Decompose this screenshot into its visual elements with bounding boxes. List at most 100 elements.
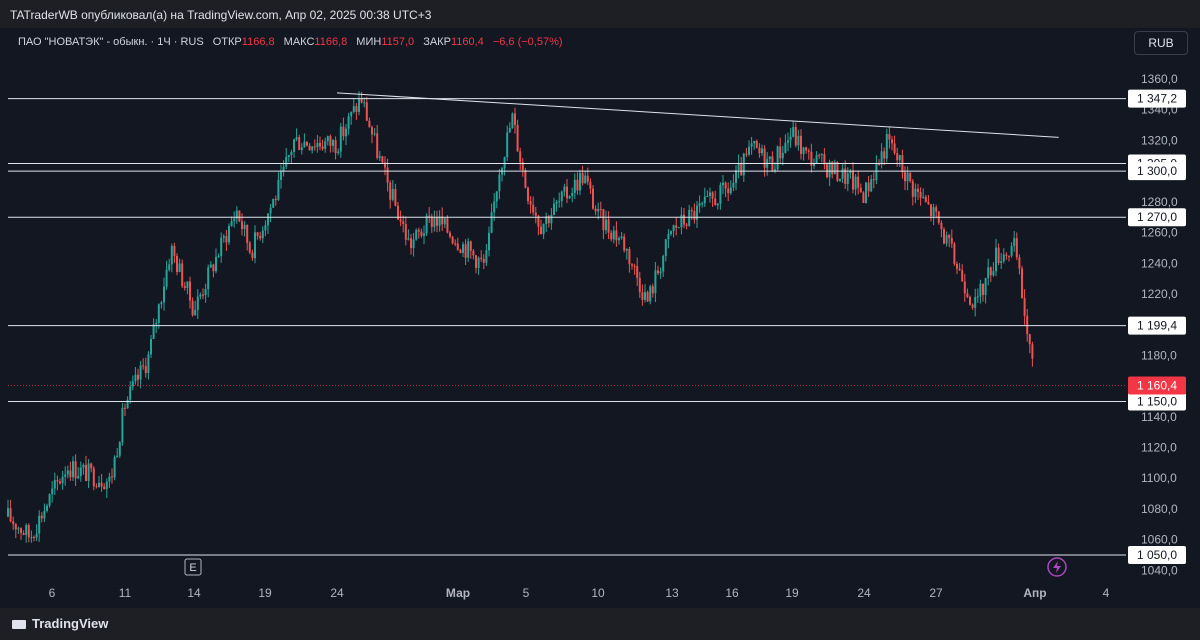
candle-body [592, 188, 594, 209]
candle-body [1005, 254, 1008, 256]
candle-body [1031, 344, 1034, 359]
candle-body [417, 229, 420, 232]
candle-body [277, 179, 280, 200]
candle-body [373, 133, 376, 135]
candle-body [628, 249, 631, 265]
candle-body [40, 515, 43, 519]
candle-body [579, 173, 581, 191]
candle-body [142, 365, 145, 367]
y-tick-label: 1240,0 [1141, 256, 1178, 270]
candle-body [181, 263, 184, 287]
candle-body [1013, 238, 1016, 246]
candle-body [1023, 298, 1026, 316]
candle-body [566, 186, 568, 199]
candle-body [324, 141, 327, 149]
level-label: 1 199,4 [1137, 319, 1177, 333]
candle-body [524, 170, 527, 188]
candle-body [410, 238, 412, 249]
candle-body [607, 219, 610, 233]
candle-body [953, 243, 956, 264]
candle-body [649, 286, 652, 302]
candle-body [1008, 255, 1010, 257]
candle-body [514, 113, 516, 125]
candle-body [989, 267, 992, 276]
tradingview-icon [12, 620, 26, 630]
candle-body [251, 252, 254, 259]
candle-body [215, 256, 217, 272]
candle-body [516, 124, 519, 152]
x-tick-label: 27 [929, 586, 943, 600]
candle-body [280, 171, 282, 180]
candle-body [293, 139, 295, 152]
candle-body [969, 296, 971, 305]
candle-body [508, 127, 511, 133]
candle-body [722, 182, 724, 185]
footer [0, 608, 1200, 640]
candle-body [776, 146, 779, 170]
candle-body [875, 163, 878, 181]
candle-body [849, 170, 852, 174]
level-label: 1 300,0 [1137, 164, 1177, 178]
currency-button[interactable]: RUB [1134, 31, 1188, 55]
candle-body [74, 461, 77, 479]
candle-body [407, 238, 410, 240]
candle-body [446, 218, 449, 233]
candle-body [207, 267, 210, 290]
candle-body [204, 289, 207, 296]
candle-body [384, 162, 386, 168]
candle-body [644, 292, 646, 300]
candle-body [888, 134, 891, 140]
earnings-marker-label: E [189, 562, 196, 574]
chart-area[interactable] [0, 28, 1200, 608]
candle-body [768, 156, 771, 160]
candle-body [540, 226, 542, 235]
candle-body [662, 255, 665, 272]
candle-body [909, 172, 912, 182]
candle-body [365, 102, 368, 121]
candle-body [17, 528, 20, 530]
candle-body [472, 250, 475, 256]
candle-body [831, 161, 834, 175]
candle-body [64, 474, 67, 477]
high-label: МАКС [283, 36, 315, 48]
candle-body [51, 488, 54, 495]
candle-body [610, 232, 613, 240]
candle-body [183, 286, 186, 288]
level-label-bg [1128, 316, 1186, 335]
candle-body [519, 151, 522, 163]
earnings-marker[interactable] [184, 558, 202, 576]
candle-body [267, 213, 269, 226]
candle-body [191, 300, 194, 316]
candle-body [33, 536, 35, 538]
lightning-icon[interactable] [1047, 557, 1067, 577]
candle-body [636, 266, 639, 278]
candle-body [27, 525, 30, 538]
candle-body [870, 179, 873, 192]
candle-body [303, 141, 306, 148]
level-label-bg [1128, 208, 1186, 227]
candle-body [992, 271, 995, 276]
tradingview-logo[interactable]: TradingView [12, 616, 108, 631]
candle-body [254, 232, 256, 259]
candle-body [160, 302, 163, 305]
candle-body [170, 245, 173, 265]
y-tick-label: 1280,0 [1141, 195, 1178, 209]
candle-body [844, 168, 847, 184]
x-tick-label: 11 [119, 586, 132, 600]
candle-body [987, 267, 990, 279]
candle-body [813, 162, 815, 167]
trendline[interactable] [336, 92, 1059, 138]
level-label-bg [1128, 392, 1186, 411]
candle-body [82, 464, 85, 468]
close-value: 1160,4 [450, 36, 484, 48]
candle-body [433, 217, 436, 227]
candle-body [774, 169, 776, 172]
candle-body [295, 137, 298, 140]
candle-body [859, 187, 862, 193]
candle-body [558, 200, 561, 202]
candle-body [163, 286, 165, 303]
candle-body [48, 494, 51, 506]
candle-body [404, 224, 407, 240]
candle-body [820, 154, 823, 156]
